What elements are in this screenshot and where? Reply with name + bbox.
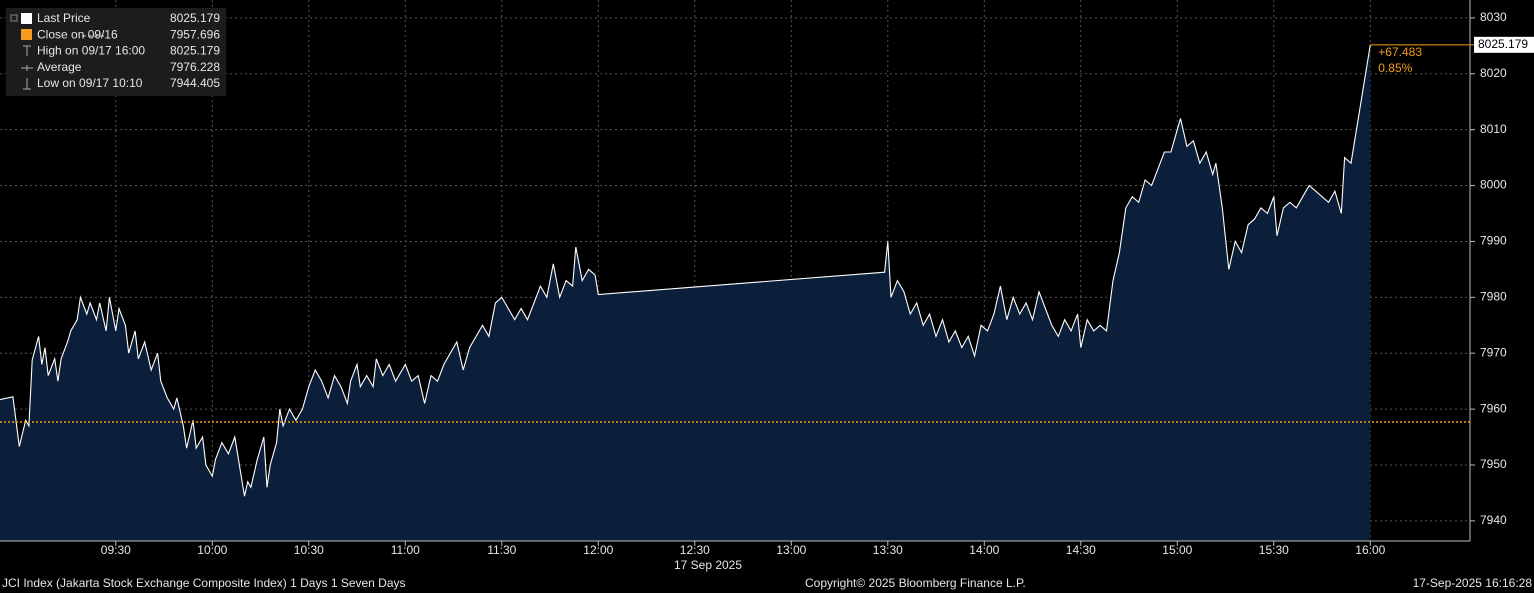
legend-label: Average	[37, 60, 82, 74]
legend-value: 8025.179	[170, 44, 220, 58]
x-tick-label: 11:00	[391, 543, 420, 557]
x-tick-label: 14:30	[1066, 543, 1096, 557]
line	[0, 44, 1371, 497]
x-tick-label: 15:30	[1259, 543, 1289, 557]
plot-area	[0, 0, 1470, 542]
footer: JCI Index (Jakarta Stock Exchange Compos…	[2, 576, 1532, 590]
x-tick-label: 13:00	[776, 543, 806, 557]
legend-value: 7957.696	[170, 27, 220, 41]
legend-marker	[21, 13, 32, 24]
footer-right: 17-Sep-2025 16:16:28	[1413, 576, 1533, 590]
legend-marker	[23, 78, 31, 90]
y-tick-label: 7980	[1480, 289, 1507, 303]
x-tick-label: 10:30	[294, 543, 324, 557]
last-price-box	[1474, 36, 1534, 53]
change-label: +67.483	[1378, 45, 1422, 59]
legend-value: 8025.179	[170, 11, 220, 25]
legend-value: 7976.228	[170, 60, 220, 74]
x-tick-label: 12:00	[583, 543, 613, 557]
last-price-label: 8025.179	[1478, 37, 1528, 51]
y-tick-label: 7960	[1480, 401, 1507, 415]
y-tick-label: 7990	[1480, 234, 1507, 248]
legend-label: Low on 09/17 10:10	[37, 76, 143, 90]
y-tick-label: 7970	[1480, 345, 1507, 359]
legend-marker	[21, 29, 32, 40]
x-axis-label: 17 Sep 2025	[674, 558, 742, 572]
legend-label: Close on 09/16	[37, 27, 118, 41]
x-tick-label: 09:30	[101, 543, 131, 557]
legend-marker	[23, 45, 31, 56]
y-tick-label: 7950	[1480, 457, 1507, 471]
legend-value: 7944.405	[170, 76, 220, 90]
y-tick-label: 8030	[1480, 10, 1507, 24]
footer-left: JCI Index (Jakarta Stock Exchange Compos…	[2, 576, 406, 590]
legend-label: Last Price	[37, 11, 91, 25]
y-tick-label: 7940	[1480, 513, 1507, 527]
legend-marker	[21, 65, 33, 71]
y-tick-label: 8010	[1480, 122, 1507, 136]
x-tick-label: 16:00	[1355, 543, 1385, 557]
x-tick-label: 15:00	[1162, 543, 1192, 557]
x-tick-label: 11:30	[487, 543, 516, 557]
x-tick-label: 13:30	[873, 543, 903, 557]
x-tick-label: 10:00	[197, 543, 227, 557]
legend	[6, 8, 226, 96]
area	[0, 44, 1371, 542]
legend-box	[6, 8, 226, 96]
footer-center: Copyright© 2025 Bloomberg Finance L.P.	[805, 576, 1026, 590]
x-tick-label: 14:00	[969, 543, 999, 557]
x-tick-label: 12:30	[680, 543, 710, 557]
legend-toggle[interactable]	[10, 14, 18, 22]
legend-label: High on 09/17 16:00	[37, 44, 145, 58]
y-tick-label: 8020	[1480, 66, 1507, 80]
change-pct-label: 0.85%	[1378, 61, 1412, 75]
y-tick-label: 8000	[1480, 178, 1507, 192]
